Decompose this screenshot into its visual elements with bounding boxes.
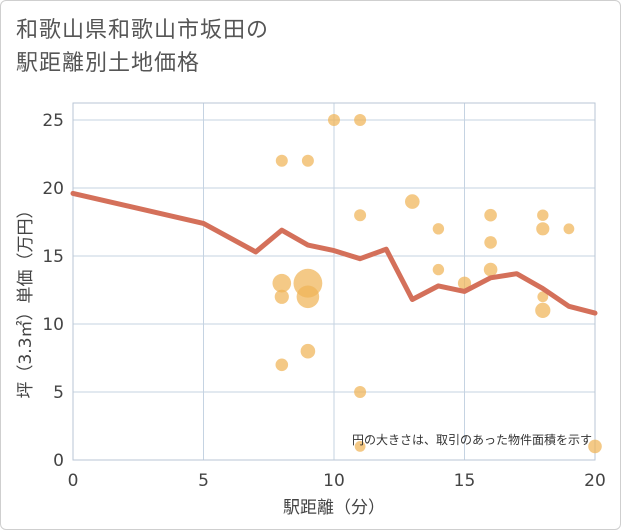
data-bubble (354, 114, 367, 126)
x-tick-label: 10 (323, 471, 345, 491)
y-tick-label: 15 (42, 247, 64, 267)
y-tick-label: 0 (53, 451, 64, 471)
tick-labels: 0 5 10 15 20 0 5 10 15 20 25 (42, 111, 605, 491)
average-price-line (70, 190, 598, 316)
plot-border (72, 102, 596, 461)
y-tick-label: 20 (42, 179, 64, 199)
data-bubble (537, 291, 549, 303)
data-bubble (432, 263, 445, 276)
chart-title-line-2: 駅距離別土地価格 (16, 51, 201, 76)
chart-title-line-1: 和歌山県和歌山市坂田の (16, 18, 270, 43)
data-bubble (272, 273, 292, 293)
y-tick-label: 5 (53, 383, 64, 403)
x-tick-label: 5 (198, 471, 209, 491)
x-tick-label: 0 (68, 471, 79, 491)
x-tick-label: 15 (454, 471, 476, 491)
data-bubble (274, 289, 289, 304)
data-bubble (328, 114, 340, 126)
data-bubble (296, 285, 320, 309)
line-layer (70, 190, 598, 316)
data-bubble (354, 441, 366, 452)
chart-title: 和歌山県和歌山市坂田の 駅距離別土地価格 (16, 14, 269, 80)
data-bubble (536, 222, 550, 236)
data-bubble (300, 343, 316, 359)
data-bubble (354, 209, 367, 222)
x-axis-title: 駅距離（分） (283, 498, 385, 518)
data-bubble (537, 209, 549, 221)
data-bubble (432, 223, 445, 235)
y-tick-label: 10 (42, 315, 64, 335)
data-bubble (484, 236, 497, 249)
y-axis-title: 坪（3.3㎡）単価（万円） (16, 201, 36, 398)
size-note: 円の大きさは、取引のあった物件面積を示す (352, 432, 592, 447)
data-bubble (563, 223, 575, 235)
data-bubble (535, 302, 551, 318)
data-bubble (275, 154, 288, 167)
x-tick-label: 20 (584, 471, 606, 491)
data-bubble (457, 276, 472, 290)
data-bubble (301, 154, 314, 167)
data-bubble (588, 439, 602, 454)
data-bubble (405, 194, 420, 209)
grid (72, 103, 596, 461)
data-bubble (484, 208, 497, 222)
data-bubble (275, 358, 289, 372)
data-bubble (354, 386, 367, 398)
data-bubble (483, 262, 498, 277)
y-tick-label: 25 (42, 111, 64, 131)
bubble-layer (272, 114, 602, 454)
